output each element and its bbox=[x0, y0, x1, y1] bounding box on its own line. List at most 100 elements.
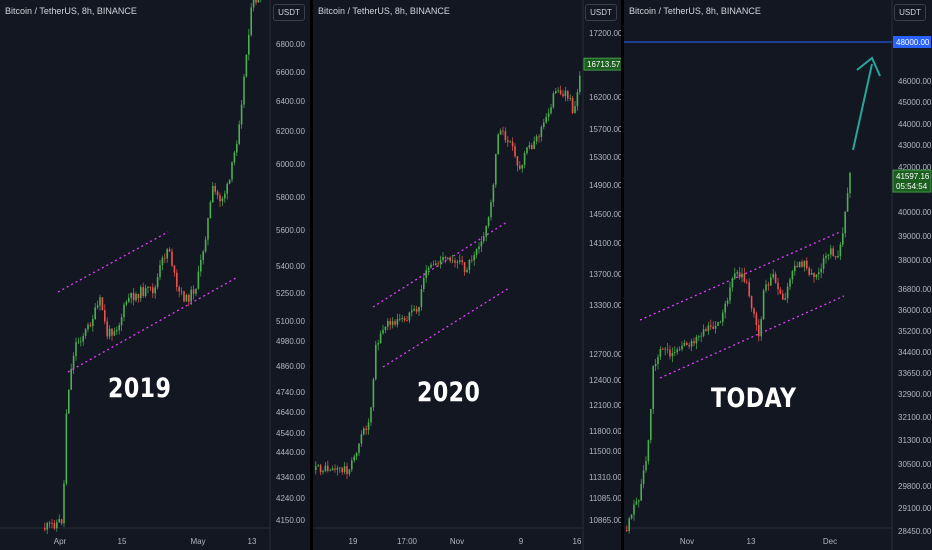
currency-button[interactable]: USDT bbox=[894, 4, 926, 21]
candle-body bbox=[257, 0, 260, 3]
candle-body bbox=[832, 248, 834, 257]
candle-body bbox=[690, 341, 693, 347]
price-tick-label: 10865.00 bbox=[589, 516, 621, 525]
price-tick-label: 6600.00 bbox=[276, 68, 305, 77]
candle-body bbox=[669, 349, 671, 357]
candle-body bbox=[389, 321, 391, 325]
panel-divider bbox=[310, 0, 313, 550]
candle-body bbox=[459, 260, 461, 262]
chart-panel-2020: 17200.00 16200.00 15700.00 15300.00 14900.00… bbox=[313, 0, 621, 550]
channel-upper-line bbox=[639, 231, 841, 321]
candle-body bbox=[813, 273, 815, 278]
candle-body bbox=[346, 466, 348, 474]
candle-body bbox=[209, 202, 212, 219]
candle-body bbox=[499, 130, 502, 135]
price-tick-label: 6400.00 bbox=[276, 97, 305, 106]
candle-body bbox=[377, 343, 379, 345]
price-tick-label: 14100.00 bbox=[589, 239, 621, 248]
candle-body bbox=[375, 344, 377, 380]
candle-body bbox=[336, 468, 339, 470]
candle-body bbox=[144, 287, 147, 296]
candle-body bbox=[779, 289, 782, 294]
candle-body bbox=[774, 274, 777, 283]
candle-body bbox=[44, 528, 46, 530]
candle-body bbox=[418, 306, 420, 312]
candle-body bbox=[106, 321, 108, 337]
candle-body bbox=[51, 522, 53, 524]
price-tick-label: 4640.00 bbox=[276, 408, 305, 417]
candle-body bbox=[628, 518, 630, 532]
candle-body bbox=[331, 468, 334, 471]
candle-body bbox=[451, 260, 454, 262]
candle-body bbox=[507, 140, 509, 143]
candle-body bbox=[719, 321, 722, 323]
candle-body bbox=[80, 341, 82, 343]
candle-body bbox=[664, 348, 666, 350]
price-tick-label: 40000.00 bbox=[898, 208, 932, 217]
candle-body bbox=[700, 335, 702, 337]
chart-title: Bitcoin / TetherUS, 8h, BINANCE bbox=[629, 6, 761, 16]
candle-body bbox=[659, 348, 662, 357]
price-tick-label: 14900.00 bbox=[589, 181, 621, 190]
candle-body bbox=[743, 273, 746, 282]
candle-body bbox=[142, 287, 144, 296]
price-tick-label: 13700.00 bbox=[589, 270, 621, 279]
price-tick-label: 17200.00 bbox=[589, 29, 621, 38]
candle-body bbox=[101, 297, 104, 311]
candle-body bbox=[712, 326, 714, 329]
candle-body bbox=[396, 319, 399, 325]
currency-button[interactable]: USDT bbox=[585, 4, 617, 21]
price-tick-label: 11310.00 bbox=[589, 473, 621, 482]
price-tick-label: 35200.00 bbox=[898, 327, 932, 336]
candle-body bbox=[58, 519, 60, 523]
price-tick-label: 6000.00 bbox=[276, 160, 305, 169]
candle-body bbox=[466, 269, 468, 273]
candle-body bbox=[46, 522, 48, 530]
candle-body bbox=[830, 248, 832, 255]
price-tick-label: 34400.00 bbox=[898, 348, 932, 357]
candle-body bbox=[413, 308, 415, 311]
price-tick-label: 30500.00 bbox=[898, 460, 932, 469]
candle-body bbox=[791, 271, 794, 280]
candle-body bbox=[497, 134, 499, 155]
candle-body bbox=[334, 468, 336, 470]
candle-body bbox=[348, 469, 351, 474]
candle-body bbox=[231, 162, 233, 180]
candle-body bbox=[681, 345, 683, 350]
candle-body bbox=[693, 341, 695, 344]
candle-body bbox=[674, 352, 676, 354]
candle-body bbox=[130, 292, 132, 298]
candle-body bbox=[810, 273, 813, 275]
time-tick-label: 9 bbox=[519, 537, 524, 546]
candle-body bbox=[492, 184, 495, 203]
candle-body bbox=[166, 249, 168, 259]
year-label: 2020 bbox=[417, 377, 481, 408]
candle-body bbox=[827, 254, 830, 257]
candle-body bbox=[671, 352, 674, 357]
candle-body bbox=[70, 368, 72, 390]
candle-body bbox=[753, 308, 755, 314]
time-tick-label: Nov bbox=[450, 537, 464, 546]
candle-body bbox=[638, 500, 640, 502]
candle-body bbox=[564, 91, 567, 97]
candle-body bbox=[528, 145, 531, 148]
candle-body bbox=[765, 284, 767, 291]
chart-title: Bitcoin / TetherUS, 8h, BINANCE bbox=[5, 6, 137, 16]
candle-body bbox=[190, 289, 192, 302]
time-tick-label: 13 bbox=[248, 537, 257, 546]
candle-body bbox=[521, 164, 523, 169]
candle-body bbox=[514, 146, 516, 157]
candle-body bbox=[456, 261, 459, 263]
price-tick-label: 11500.00 bbox=[589, 447, 621, 456]
candle-body bbox=[204, 239, 207, 252]
candle-body bbox=[559, 90, 562, 94]
candle-body bbox=[104, 310, 106, 322]
price-tick-label: 11800.00 bbox=[589, 427, 621, 436]
candle-body bbox=[535, 136, 538, 142]
price-tick-label: 5250.00 bbox=[276, 289, 305, 298]
candle-body bbox=[178, 286, 180, 292]
candle-body bbox=[156, 277, 159, 288]
candle-body bbox=[698, 336, 700, 338]
candle-body bbox=[89, 324, 92, 327]
currency-button[interactable]: USDT bbox=[273, 4, 305, 21]
